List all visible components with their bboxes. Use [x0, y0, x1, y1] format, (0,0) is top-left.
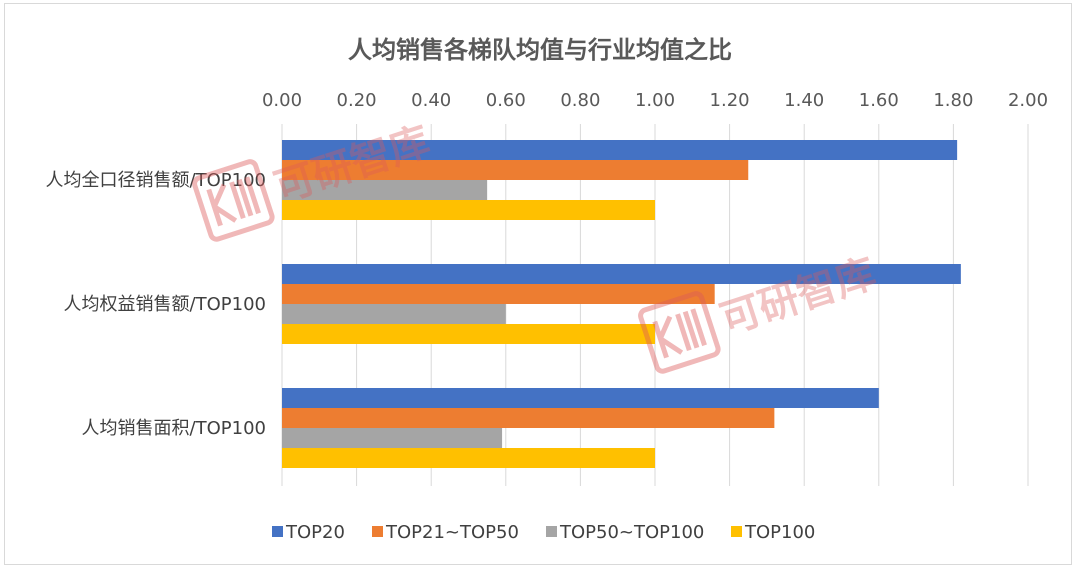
x-tick-label: 0.60: [486, 90, 526, 111]
x-tick-label: 0.40: [411, 90, 451, 111]
bar-top20-1: [282, 140, 958, 160]
bar-top50-top100-3: [282, 428, 503, 448]
kyzk-logo-icon: [192, 159, 275, 242]
category-label: 人均销售面积/TOP100: [82, 418, 266, 439]
bar-top20-3: [282, 388, 879, 408]
x-tick-label: 1.20: [710, 90, 750, 111]
bars: [282, 140, 961, 468]
x-tick-label: 0.80: [560, 90, 600, 111]
x-tick-label: 1.40: [784, 90, 824, 111]
x-tick-label: 2.00: [1008, 90, 1048, 111]
x-tick-label: 0.00: [262, 90, 302, 111]
bar-top20-2: [282, 264, 961, 284]
category-label: 人均全口径销售额/TOP100: [46, 170, 266, 191]
bar-top50-top100-1: [282, 180, 488, 200]
legend-swatch: [731, 526, 742, 537]
x-axis-ticks: 0.00 0.20 0.40 0.60 0.80 1.00 1.20 1.40 1.60 1.80…: [262, 90, 1048, 111]
legend-item: TOP21~TOP50: [372, 522, 519, 543]
chart-title: 人均销售各梯队均值与行业均值之比: [348, 36, 732, 64]
bar-top21-top50-1: [282, 160, 749, 180]
legend-item: TOP20: [272, 522, 345, 543]
watermark: 可研智库: [638, 250, 881, 374]
bar-top100-1: [282, 200, 655, 220]
bar-top21-top50-3: [282, 408, 775, 428]
legend-item: TOP50~TOP100: [546, 522, 704, 543]
x-tick-label: 1.60: [859, 90, 899, 111]
legend-swatch: [546, 526, 557, 537]
legend-item: TOP100: [731, 522, 815, 543]
kyzk-logo-icon: [638, 291, 721, 374]
bar-top100-3: [282, 448, 655, 468]
legend-label: TOP21~TOP50: [385, 522, 519, 543]
x-tick-label: 1.00: [635, 90, 675, 111]
category-labels: 人均全口径销售额/TOP100 人均权益销售额/TOP100 人均销售面积/TOP1…: [46, 170, 266, 439]
legend-swatch: [272, 526, 283, 537]
bar-top100-2: [282, 324, 655, 344]
x-tick-label: 0.20: [337, 90, 377, 111]
x-tick-label: 1.80: [933, 90, 973, 111]
bar-top21-top50-2: [282, 284, 715, 304]
legend: TOP20 TOP21~TOP50 TOP50~TOP100 TOP100: [272, 522, 815, 543]
legend-swatch: [372, 526, 383, 537]
bar-top50-top100-2: [282, 304, 506, 324]
legend-label: TOP50~TOP100: [559, 522, 704, 543]
legend-label: TOP20: [285, 522, 345, 543]
category-label: 人均权益销售额/TOP100: [64, 294, 266, 315]
legend-label: TOP100: [744, 522, 815, 543]
